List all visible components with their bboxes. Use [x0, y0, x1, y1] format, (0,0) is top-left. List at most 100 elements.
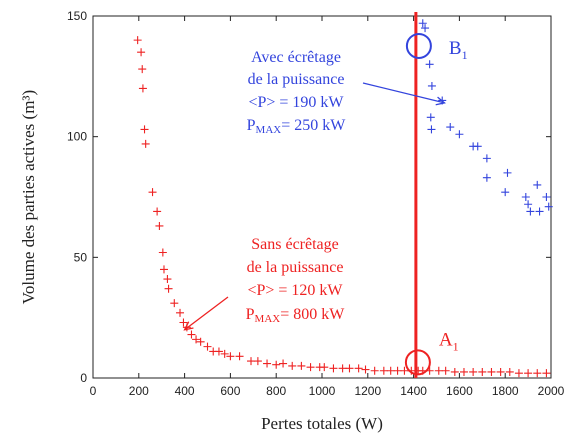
- x-tick-label: 0: [90, 384, 97, 398]
- red-data-point: [138, 65, 147, 74]
- ann-red-line2: de la puissance: [247, 259, 344, 276]
- red-data-point: [329, 364, 338, 373]
- blue-data-point: [421, 24, 430, 33]
- blue-data-point: [526, 207, 535, 216]
- ann-red-line3: <P> = 120 kW: [247, 282, 343, 299]
- blue-data-point: [533, 180, 542, 189]
- red-data-point: [370, 366, 379, 375]
- x-tick-label: 1400: [400, 384, 427, 398]
- x-tick-label: 400: [175, 384, 195, 398]
- red-data-point: [393, 366, 402, 375]
- y-tick-label: 50: [74, 250, 88, 264]
- red-data-point: [263, 359, 272, 368]
- x-tick-label: 200: [129, 384, 149, 398]
- red-data-point: [226, 352, 235, 361]
- red-data-point: [379, 366, 388, 375]
- red-data-point: [192, 335, 201, 344]
- x-tick-label: 1000: [309, 384, 336, 398]
- red-data-point: [288, 361, 297, 370]
- marker-a1-circle: [404, 349, 431, 376]
- blue-data-point: [482, 154, 491, 163]
- blue-data-point: [455, 130, 464, 139]
- red-data-point: [196, 337, 205, 346]
- red-data-point: [272, 360, 281, 369]
- marker-b1-circle: [405, 32, 432, 59]
- blue-data-point: [418, 19, 427, 28]
- red-data-point: [450, 367, 459, 376]
- red-data-point: [158, 248, 167, 257]
- red-data-point: [441, 366, 450, 375]
- red-data-point: [469, 367, 478, 376]
- blue-data-point: [501, 188, 510, 197]
- x-tick-label: 1600: [446, 384, 473, 398]
- red-data-point: [297, 361, 306, 370]
- x-tick-label: 2000: [538, 384, 565, 398]
- red-data-point: [138, 84, 147, 93]
- blue-data-point: [544, 202, 553, 211]
- red-data-point: [400, 366, 409, 375]
- red-data-point: [478, 367, 487, 376]
- red-data-point: [354, 364, 363, 373]
- red-data-point: [247, 357, 256, 366]
- annotation-arrow-blue: [362, 82, 445, 104]
- red-data-point: [253, 357, 262, 366]
- red-data-point: [148, 188, 157, 197]
- ann-blue-line1: Avec écrêtage: [251, 49, 341, 66]
- blue-data-point: [535, 207, 544, 216]
- annotation-arrow-red: [184, 296, 229, 331]
- marker-a1-label: A1: [439, 329, 459, 353]
- annotation-with-clipping: Avec écrêtage de la puissance <P> = 190 …: [247, 49, 347, 136]
- red-data-point: [386, 366, 395, 375]
- data-points: [133, 19, 553, 378]
- red-data-point: [137, 48, 146, 57]
- x-tick-label: 800: [266, 384, 286, 398]
- red-data-point: [140, 125, 149, 134]
- blue-data-point: [425, 60, 434, 69]
- marker-b1-subscript: 1: [462, 48, 468, 62]
- red-data-point: [164, 284, 173, 293]
- red-data-point: [214, 347, 223, 356]
- blue-data-point: [524, 200, 533, 209]
- red-data-point: [320, 363, 329, 372]
- red-data-point: [176, 308, 185, 317]
- red-data-point: [514, 369, 523, 378]
- red-data-point: [306, 363, 315, 372]
- blue-data-point: [542, 193, 551, 201]
- red-data-point: [155, 221, 164, 230]
- red-data-point: [133, 36, 142, 45]
- ann-blue-line2: de la puissance: [248, 71, 345, 88]
- blue-data-point: [473, 142, 482, 151]
- y-tick-label: 0: [80, 371, 87, 385]
- red-data-point: [170, 299, 179, 308]
- red-data-point: [153, 207, 162, 216]
- red-data-point: [338, 364, 347, 373]
- red-data-point: [361, 365, 370, 374]
- ann-red-line1: Sans écrêtage: [251, 236, 339, 253]
- arrowhead-red: [183, 321, 194, 331]
- red-data-point: [141, 139, 150, 148]
- blue-data-point: [503, 168, 512, 177]
- red-data-point: [179, 318, 188, 327]
- y-tick-label: 100: [67, 130, 87, 144]
- red-data-point: [203, 342, 212, 351]
- red-data-point: [235, 352, 244, 361]
- arrowhead-blue: [435, 96, 446, 106]
- x-tick-label: 1200: [354, 384, 381, 398]
- red-data-point: [163, 275, 172, 284]
- marker-a1-subscript: 1: [453, 339, 459, 353]
- y-tick-label: 150: [67, 9, 87, 23]
- red-data-point: [220, 349, 229, 358]
- red-data-point: [487, 367, 496, 376]
- ann-red-line4: PMAX= 800 kW: [246, 306, 346, 325]
- red-data-point: [187, 330, 196, 339]
- red-data-point: [542, 369, 551, 378]
- red-data-point: [434, 366, 443, 375]
- marker-b1-label: B1: [449, 38, 468, 62]
- ann-blue-line3: <P> = 190 kW: [248, 94, 344, 111]
- x-tick-label: 1800: [492, 384, 519, 398]
- red-data-point: [496, 367, 505, 376]
- red-data-point: [505, 367, 514, 376]
- blue-data-point: [482, 173, 491, 182]
- x-axis-label: Pertes totales (W): [261, 414, 383, 433]
